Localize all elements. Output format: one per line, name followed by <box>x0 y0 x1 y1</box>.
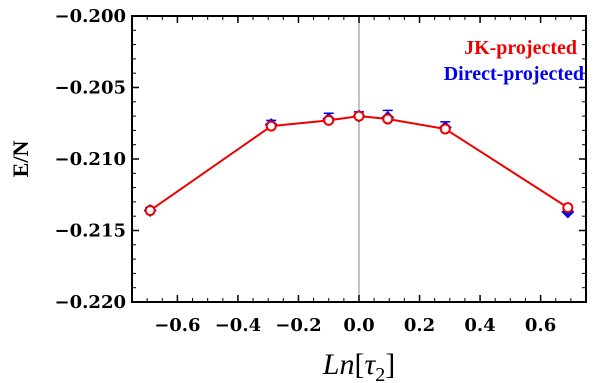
plot-frame <box>131 15 587 303</box>
legend-entry-direct-projected: Direct-projected <box>444 63 584 85</box>
jk-projected-point <box>562 202 574 214</box>
y-tick-label: −0.205 <box>55 78 126 99</box>
jk-projected-point <box>144 204 156 216</box>
ticks-layer: −0.6 −0.4 −0.2 0.0 0.2 0.4 0.6 −0.220 −0.215 −0.2… <box>55 6 587 336</box>
x-axis-label: Ln[τ2] <box>322 348 395 383</box>
y-tick-label: −0.215 <box>55 221 126 242</box>
x-tick-label: 0.6 <box>525 315 556 336</box>
jk-projected-point <box>323 114 335 126</box>
jk-projected-point <box>382 113 394 125</box>
jk-projected-point <box>439 123 451 135</box>
y-tick-label: −0.200 <box>55 6 126 27</box>
x-tick-label: 0.4 <box>464 315 495 336</box>
y-axis-label: E/N <box>8 141 33 178</box>
x-tick-label: 0.2 <box>404 315 435 336</box>
x-tick-label: 0.0 <box>343 315 374 336</box>
x-tick-label: −0.2 <box>275 315 321 336</box>
y-tick-label: −0.220 <box>55 292 126 313</box>
y-tick-label: −0.210 <box>55 149 126 170</box>
jk-projected-point <box>265 120 277 132</box>
x-tick-label: −0.4 <box>215 315 261 336</box>
series-layer <box>143 109 575 219</box>
jk-projected-point <box>353 110 365 122</box>
legend-entry-jk-projected: JK-projected <box>464 37 577 59</box>
x-tick-label: −0.6 <box>154 315 200 336</box>
